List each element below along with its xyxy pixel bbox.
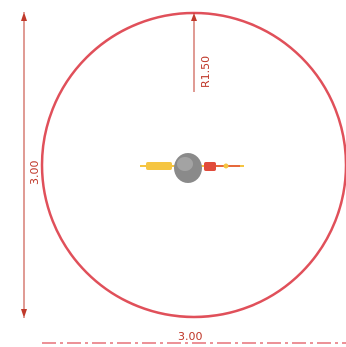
center-part — [140, 153, 244, 183]
height-dimension-label: 3.00 — [28, 161, 41, 186]
height-arrow-top — [21, 12, 27, 21]
part-highlight-left — [146, 162, 172, 170]
width-dimension-label: 3.00 — [178, 330, 203, 343]
part-body-shade — [177, 157, 193, 171]
height-arrow-bottom — [21, 309, 27, 318]
part-accent-right — [204, 162, 216, 171]
part-pin-dot — [223, 163, 229, 169]
radius-arrowhead — [191, 13, 197, 21]
radius-dimension-label: R1.50 — [199, 56, 212, 88]
